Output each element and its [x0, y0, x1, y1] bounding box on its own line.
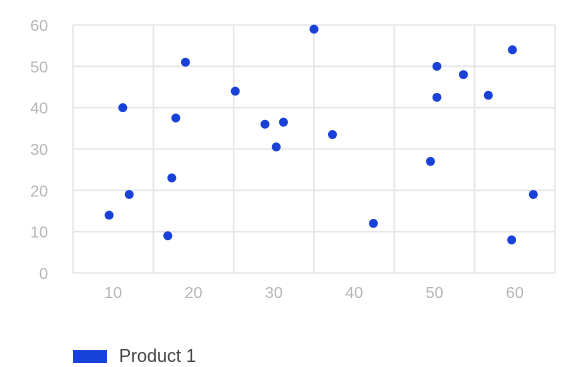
x-tick-label: 50 — [426, 285, 444, 302]
data-point — [230, 86, 240, 96]
y-tick-label: 0 — [39, 266, 48, 283]
data-point — [309, 24, 319, 34]
x-tick-label: 30 — [265, 285, 283, 302]
data-point — [278, 117, 288, 127]
data-point — [167, 173, 177, 183]
legend-swatch — [73, 350, 107, 363]
y-tick-label: 60 — [30, 18, 48, 35]
data-point — [425, 156, 435, 166]
data-point — [507, 235, 517, 245]
data-point — [260, 119, 270, 129]
data-point — [528, 189, 538, 199]
grid — [72, 24, 556, 274]
data-point — [171, 113, 181, 123]
data-point — [368, 218, 378, 228]
data-point — [180, 57, 190, 67]
x-tick-label: 60 — [506, 285, 524, 302]
data-point — [118, 103, 128, 113]
x-tick-label: 40 — [345, 285, 363, 302]
data-point — [483, 90, 493, 100]
data-point — [163, 231, 173, 241]
y-tick-label: 20 — [30, 183, 48, 200]
data-point — [104, 210, 114, 220]
data-point — [432, 61, 442, 71]
data-point — [507, 45, 517, 55]
data-point — [432, 92, 442, 102]
x-tick-label: 20 — [185, 285, 203, 302]
data-point — [458, 70, 468, 80]
y-tick-label: 50 — [30, 59, 48, 76]
legend: Product 1 — [73, 346, 196, 367]
data-point — [271, 142, 281, 152]
legend-label: Product 1 — [119, 346, 197, 366]
tick-labels: 0 10 20 30 40 50 60 10 20 30 40 50 60 — [30, 18, 524, 302]
data-point — [124, 189, 134, 199]
y-tick-label: 10 — [30, 225, 48, 242]
y-tick-label: 40 — [30, 101, 48, 118]
data-point — [327, 130, 337, 140]
data-points — [104, 24, 538, 245]
y-tick-label: 30 — [30, 142, 48, 159]
x-tick-label: 10 — [104, 285, 122, 302]
